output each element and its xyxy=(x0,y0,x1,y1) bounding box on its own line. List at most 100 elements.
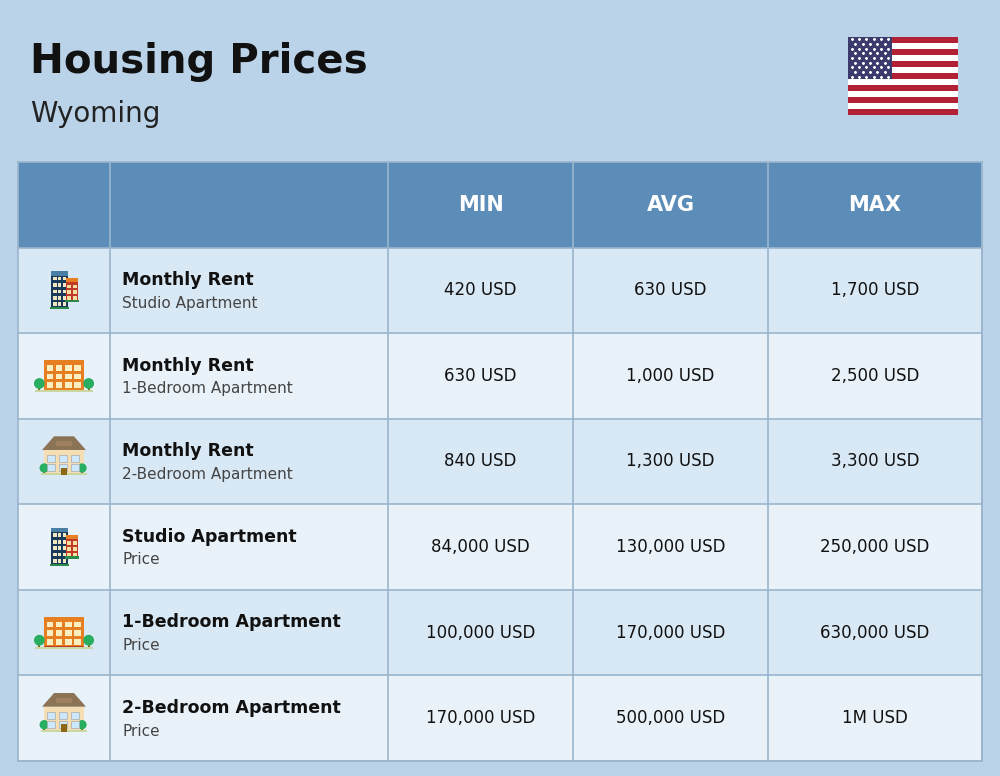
Bar xyxy=(848,67,958,73)
Bar xyxy=(74,639,81,645)
Text: AVG: AVG xyxy=(646,195,694,215)
Bar xyxy=(53,283,57,287)
Bar xyxy=(53,289,57,293)
Bar xyxy=(71,712,79,719)
Bar xyxy=(58,533,61,537)
Bar xyxy=(88,643,90,650)
Bar xyxy=(47,622,53,627)
Bar xyxy=(73,553,77,556)
Bar xyxy=(63,533,66,537)
Bar xyxy=(848,85,958,91)
Bar xyxy=(18,248,982,333)
Bar xyxy=(56,441,72,446)
Bar xyxy=(53,303,57,307)
Text: 630 USD: 630 USD xyxy=(634,282,707,300)
Text: 630 USD: 630 USD xyxy=(444,367,517,385)
Text: 170,000 USD: 170,000 USD xyxy=(616,624,725,642)
Text: Price: Price xyxy=(122,723,160,739)
Text: 100,000 USD: 100,000 USD xyxy=(426,624,535,642)
Bar xyxy=(53,540,57,544)
Bar xyxy=(35,647,93,650)
Bar xyxy=(56,630,62,636)
Text: 630,000 USD: 630,000 USD xyxy=(820,624,930,642)
Bar xyxy=(47,365,53,371)
Circle shape xyxy=(35,379,44,388)
Bar xyxy=(63,283,66,287)
Text: 2-Bedroom Apartment: 2-Bedroom Apartment xyxy=(122,699,341,717)
Bar xyxy=(53,559,57,563)
Polygon shape xyxy=(42,436,86,450)
Bar xyxy=(63,277,66,280)
Bar xyxy=(18,333,982,419)
Bar xyxy=(848,61,958,67)
Text: 2,500 USD: 2,500 USD xyxy=(831,367,919,385)
Bar xyxy=(848,103,958,109)
Circle shape xyxy=(40,721,48,729)
Bar xyxy=(44,450,84,475)
Bar xyxy=(74,373,81,379)
Bar xyxy=(50,307,69,309)
Bar xyxy=(73,290,77,294)
Bar xyxy=(848,97,958,103)
Text: 1,700 USD: 1,700 USD xyxy=(831,282,919,300)
Bar xyxy=(66,279,78,282)
Bar xyxy=(18,590,982,675)
Text: Housing Prices: Housing Prices xyxy=(30,42,368,82)
Bar xyxy=(65,300,79,302)
Bar xyxy=(63,553,66,556)
Bar xyxy=(56,373,62,379)
Bar xyxy=(848,43,958,49)
Text: 250,000 USD: 250,000 USD xyxy=(820,538,930,556)
Bar xyxy=(47,712,55,719)
Bar xyxy=(65,365,72,371)
Bar xyxy=(47,455,55,462)
Bar xyxy=(65,622,72,627)
Text: Studio Apartment: Studio Apartment xyxy=(122,296,258,310)
Bar xyxy=(53,277,57,280)
Bar xyxy=(65,630,72,636)
Text: 840 USD: 840 USD xyxy=(444,452,517,470)
Bar xyxy=(51,272,68,309)
Text: 1M USD: 1M USD xyxy=(842,709,908,727)
Bar xyxy=(53,546,57,550)
Bar xyxy=(47,639,53,645)
Bar xyxy=(73,547,77,551)
Bar xyxy=(56,639,62,645)
Bar xyxy=(18,419,982,504)
Bar xyxy=(47,383,53,388)
Bar xyxy=(53,553,57,556)
Bar xyxy=(67,296,71,300)
Bar xyxy=(44,646,84,650)
Bar xyxy=(56,365,62,371)
Text: Monthly Rent: Monthly Rent xyxy=(122,442,254,460)
Bar xyxy=(51,528,68,532)
Bar xyxy=(848,79,958,85)
Bar xyxy=(43,470,45,475)
Circle shape xyxy=(78,721,86,729)
Bar xyxy=(59,721,67,728)
Circle shape xyxy=(40,464,48,472)
Bar xyxy=(66,535,78,559)
Bar xyxy=(59,712,67,719)
Bar xyxy=(61,724,67,732)
Bar xyxy=(53,533,57,537)
Bar xyxy=(67,553,71,556)
Bar xyxy=(67,285,71,288)
Text: Studio Apartment: Studio Apartment xyxy=(122,528,297,546)
Bar xyxy=(44,707,84,732)
Bar xyxy=(18,504,982,590)
Polygon shape xyxy=(42,693,86,707)
Bar xyxy=(63,303,66,307)
Text: 1-Bedroom Apartment: 1-Bedroom Apartment xyxy=(122,381,293,397)
Circle shape xyxy=(78,464,86,472)
Bar xyxy=(47,464,55,471)
Bar xyxy=(58,283,61,287)
Circle shape xyxy=(84,636,93,645)
Bar xyxy=(44,617,84,650)
Bar xyxy=(73,541,77,545)
Bar xyxy=(848,49,958,55)
Bar xyxy=(44,390,84,393)
Bar xyxy=(67,547,71,551)
Bar xyxy=(66,535,78,539)
Bar xyxy=(848,109,958,115)
